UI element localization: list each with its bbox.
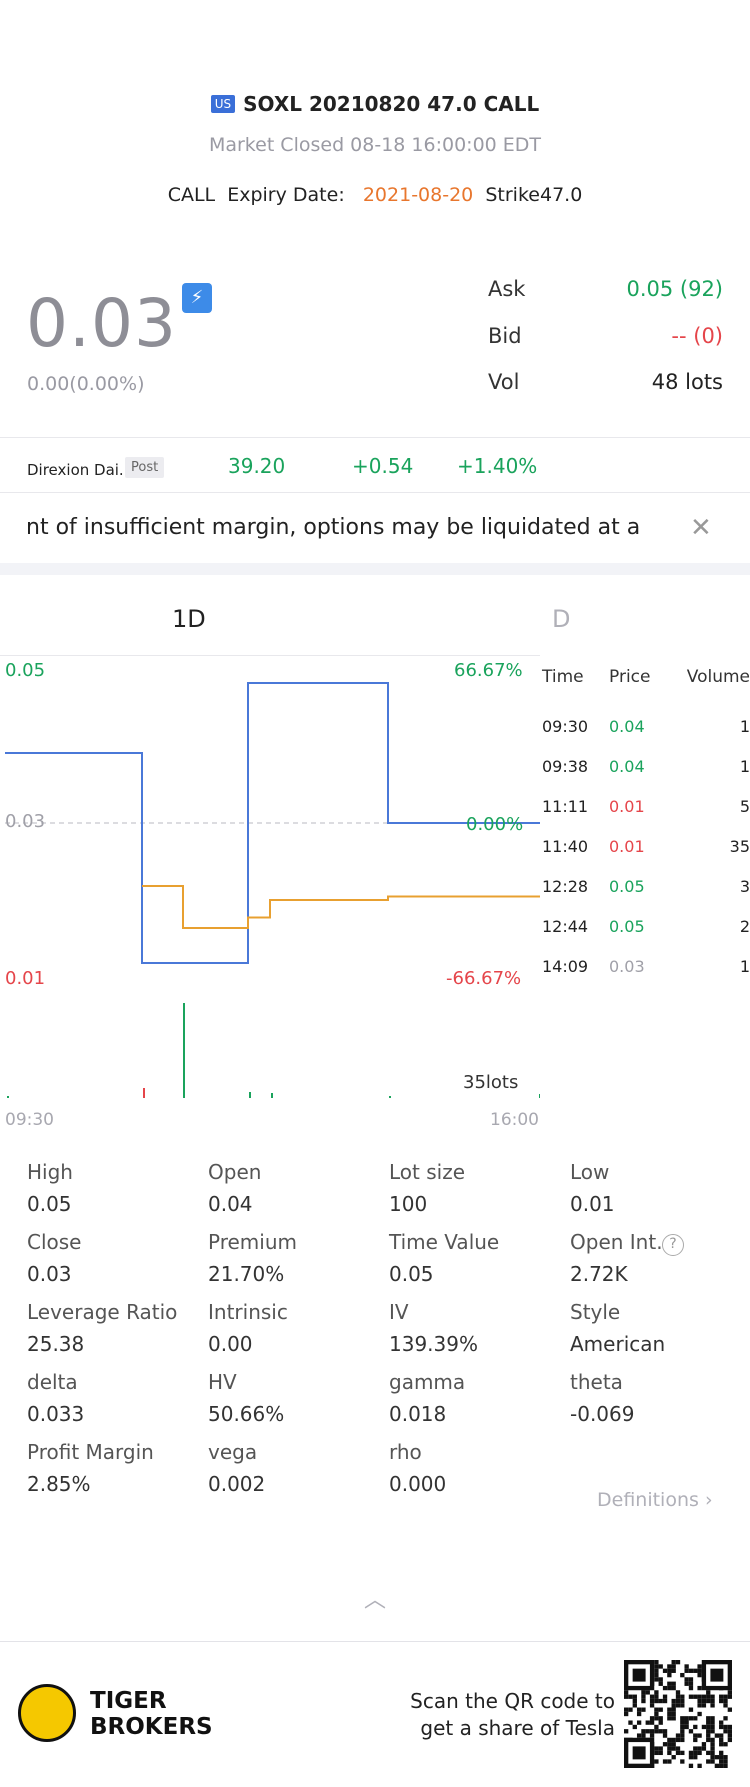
underlying-name: Direxion Dai... [27,461,134,479]
stat-open-int: Open Int. 2.72K [570,1230,663,1286]
chart-time-start: 09:30 [5,1110,54,1130]
chart-volume-label: 35lots [463,1072,519,1093]
footer-banner: TIGER BROKERS Scan the QR code to get a sh… [0,1641,750,1787]
stat-intrinsic: Intrinsic 0.00 [208,1300,288,1356]
stats-grid: High 0.05 Open 0.04 Lot size 100 Low 0.01 Close 0… [0,1160,750,1500]
stat-vega: vega 0.002 [208,1440,266,1496]
stat-iv: IV 139.39% [389,1300,478,1356]
volume-bar [143,1088,145,1098]
margin-warning-banner: nt of insufficient margin, options may b… [26,515,641,540]
tick-row: 12:28 0.05 3 [542,877,750,896]
stat-low: Low 0.01 [570,1160,615,1216]
stat-theta: theta -0.069 [570,1370,635,1426]
bid-row: Bid -- (0) [488,324,723,348]
volume-bar [389,1096,391,1098]
stat-high: High 0.05 [27,1160,73,1216]
stat-lot-size: Lot size 100 [389,1160,466,1216]
bid-value: -- (0) [671,324,723,348]
underlying-change-pct: +1.40% [457,454,538,478]
contract-symbol: SOXL 20210820 47.0 CALL [243,92,540,116]
average-line [142,885,540,929]
session-badge: Post [125,457,165,478]
chart-low-pct: -66.67% [446,968,522,989]
underlying-price: 39.20 [228,454,286,478]
stat-profit-margin: Profit Margin 2.85% [27,1440,154,1496]
tick-row: 11:11 0.01 5 [542,797,750,816]
stat-style: Style American [570,1300,666,1356]
chart-canvas [5,682,540,1098]
time-and-sales: Time Price Volume 09:30 0.04 1 09:38 0.04 1 11… [540,655,750,976]
contract-title: US SOXL 20210820 47.0 CALL [0,92,750,116]
chart-low-price: 0.01 [5,968,46,989]
chart-mid-pct: 0.00% [466,814,524,835]
chart-time-end: 16:00 [490,1110,539,1130]
expiry-value: 2021-08-20 [362,184,474,206]
stat-leverage-ratio: Leverage Ratio 25.38 [27,1300,178,1356]
stat-open: Open 0.04 [208,1160,262,1216]
tick-row: 14:09 0.03 1 [542,957,750,976]
col-price: Price [609,667,651,687]
stat-delta: delta 0.033 [27,1370,85,1426]
close-icon[interactable]: ✕ [690,513,712,543]
vol-row: Vol 48 lots [488,370,723,394]
market-status: Market Closed 08-18 16:00:00 EDT [208,134,542,156]
intraday-chart[interactable]: 0.05 66.67% 0.03 0.00% 0.01 -66.67% 35lo… [0,655,540,1135]
help-icon[interactable]: ? [662,1234,684,1256]
definitions-link[interactable]: Definitions › [597,1489,713,1511]
expiry-label: Expiry Date: [227,184,345,206]
stat-close: Close 0.03 [27,1230,82,1286]
tick-row: 12:44 0.05 2 [542,917,750,936]
stat-gamma: gamma 0.018 [389,1370,466,1426]
strike-label: Strike [485,184,540,206]
strike-value: 47.0 [539,184,583,206]
col-time: Time [542,667,584,687]
chart-high-pct: 66.67% [454,660,523,681]
tick-row: 09:30 0.04 1 [542,717,750,736]
chart-mid-price: 0.03 [5,811,46,832]
ask-value: 0.05 (92) [626,277,723,301]
contract-info: CALL Expiry Date: 2021-08-20 Strike47.0 [0,184,750,206]
col-volume: Volume [686,667,750,687]
underlying-row[interactable]: Direxion Dai... Post 39.20 +0.54 +1.40% [0,452,750,492]
lightning-icon[interactable]: ⚡ [182,283,212,313]
stat-hv: HV 50.66% [208,1370,285,1426]
chart-high-price: 0.05 [5,660,46,681]
section-divider [0,563,750,575]
qr-caption: Scan the QR code to get a share of Tesla [410,1689,615,1740]
stat-premium: Premium 21.70% [208,1230,297,1286]
tick-row: 11:40 0.01 35 [542,837,750,856]
tiger-logo-icon [18,1684,76,1742]
tick-row: 09:38 0.04 1 [542,757,750,776]
chevron-up-icon[interactable]: ︿ [364,1588,387,1613]
last-price: 0.03 [26,285,177,362]
stat-rho: rho 0.000 [389,1440,447,1496]
stat-time-value: Time Value 0.05 [389,1230,500,1286]
ask-row: Ask 0.05 (92) [488,277,723,301]
underlying-change: +0.54 [352,454,414,478]
vol-value: 48 lots [651,370,723,394]
us-badge: US [210,95,236,113]
volume-bar [7,1096,9,1098]
option-type: CALL [167,184,216,206]
price-change: 0.00(0.00%) [27,373,145,395]
volume-bar [271,1093,273,1098]
qr-code-icon[interactable] [624,1660,732,1768]
tab-1d[interactable]: 1D [172,605,206,633]
tab-d[interactable]: D [552,605,571,633]
volume-bar [249,1092,251,1098]
volume-bar [539,1094,540,1098]
price-line [5,682,540,964]
brand-name: TIGER BROKERS [90,1688,213,1740]
volume-bar [183,1003,185,1098]
